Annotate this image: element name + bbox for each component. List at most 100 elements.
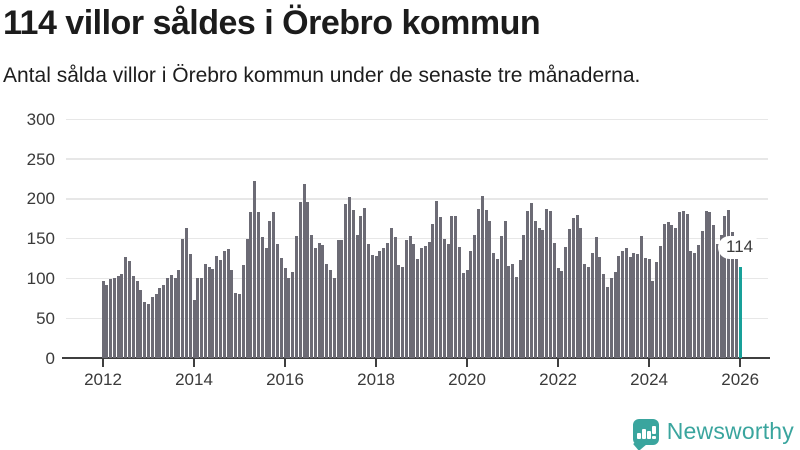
bar xyxy=(238,293,242,358)
x-axis-tick-label: 2018 xyxy=(357,370,395,389)
bar xyxy=(245,238,249,358)
x-axis-tick xyxy=(284,359,286,367)
bar xyxy=(450,216,454,358)
bar xyxy=(143,301,147,358)
bar xyxy=(617,256,621,358)
bar xyxy=(518,260,522,358)
bar-current-period xyxy=(738,267,742,358)
bar xyxy=(332,278,336,358)
bar xyxy=(317,242,321,358)
bar xyxy=(704,210,708,358)
bar xyxy=(647,258,651,358)
x-axis-tick xyxy=(557,359,560,367)
x-axis-tick xyxy=(193,359,195,367)
bar xyxy=(192,299,196,358)
bar xyxy=(139,289,143,358)
bar xyxy=(226,249,230,358)
bar xyxy=(442,239,446,358)
bar xyxy=(556,268,560,358)
bar xyxy=(200,278,204,358)
bar xyxy=(727,210,731,358)
bar xyxy=(594,237,598,358)
bar xyxy=(541,229,545,358)
bar xyxy=(696,245,700,358)
bar xyxy=(302,183,306,358)
bar xyxy=(298,202,302,358)
bar xyxy=(522,234,526,358)
x-axis-tick xyxy=(739,359,742,367)
bar xyxy=(507,265,511,358)
bar xyxy=(461,272,465,358)
bar xyxy=(154,294,158,358)
bar xyxy=(348,196,352,358)
bar xyxy=(492,253,496,358)
bar xyxy=(495,258,499,358)
bar xyxy=(363,208,367,358)
bar xyxy=(397,264,401,358)
bar xyxy=(734,247,738,358)
gridline-y150 xyxy=(66,237,768,240)
page-title: 114 villor såldes i Örebro kommun xyxy=(3,4,541,42)
bar xyxy=(689,251,693,358)
x-axis-tick xyxy=(102,359,104,367)
bar xyxy=(279,257,283,358)
bar xyxy=(613,272,617,358)
bar xyxy=(184,228,188,358)
bar xyxy=(583,264,587,358)
bar xyxy=(366,244,370,358)
y-axis-tick-label: 200 xyxy=(26,189,55,209)
bar xyxy=(294,236,298,358)
bar xyxy=(499,236,503,358)
bar xyxy=(105,284,109,358)
bar xyxy=(131,276,135,358)
y-axis-tick-label: 250 xyxy=(26,149,55,169)
bar xyxy=(511,264,515,358)
x-axis-tick-label: 2016 xyxy=(266,370,304,389)
bar xyxy=(564,246,568,358)
bar xyxy=(313,248,317,358)
bar xyxy=(382,248,386,358)
bar xyxy=(268,221,272,358)
bar xyxy=(708,212,712,358)
bar xyxy=(567,229,571,358)
y-axis-tick-label: 100 xyxy=(26,268,55,288)
bar xyxy=(207,266,211,358)
bar xyxy=(640,236,644,358)
bar xyxy=(287,277,291,358)
bar xyxy=(389,227,393,358)
x-axis-tick-label: 2014 xyxy=(175,370,213,389)
y-axis-tick-label: 50 xyxy=(36,308,55,328)
bar xyxy=(329,269,333,358)
bar xyxy=(181,239,185,358)
bar xyxy=(632,253,636,358)
bar xyxy=(651,280,655,358)
bar xyxy=(655,261,659,358)
bar xyxy=(590,253,594,358)
bar xyxy=(693,253,697,358)
bar xyxy=(257,212,260,358)
bar xyxy=(681,210,685,358)
bar xyxy=(454,216,458,358)
bar xyxy=(147,303,150,358)
bar xyxy=(120,273,124,358)
bar xyxy=(401,266,405,358)
bar xyxy=(431,224,435,358)
bar xyxy=(571,218,575,358)
bar xyxy=(533,221,537,358)
bar xyxy=(135,280,139,358)
bar xyxy=(165,278,169,358)
bar xyxy=(162,284,166,358)
bar xyxy=(215,256,219,358)
y-axis-tick-label: 0 xyxy=(45,348,55,368)
gridline-y300 xyxy=(66,118,768,121)
bar xyxy=(526,210,530,358)
x-axis-tick-label: 2022 xyxy=(539,370,577,389)
bar xyxy=(241,264,245,358)
newsworthy-bubble-barchart-icon xyxy=(632,418,659,450)
gridline-y250 xyxy=(66,158,768,160)
bar xyxy=(230,269,234,358)
bar xyxy=(404,240,408,358)
bar xyxy=(211,268,215,358)
bar xyxy=(249,212,253,358)
bar xyxy=(488,221,492,358)
